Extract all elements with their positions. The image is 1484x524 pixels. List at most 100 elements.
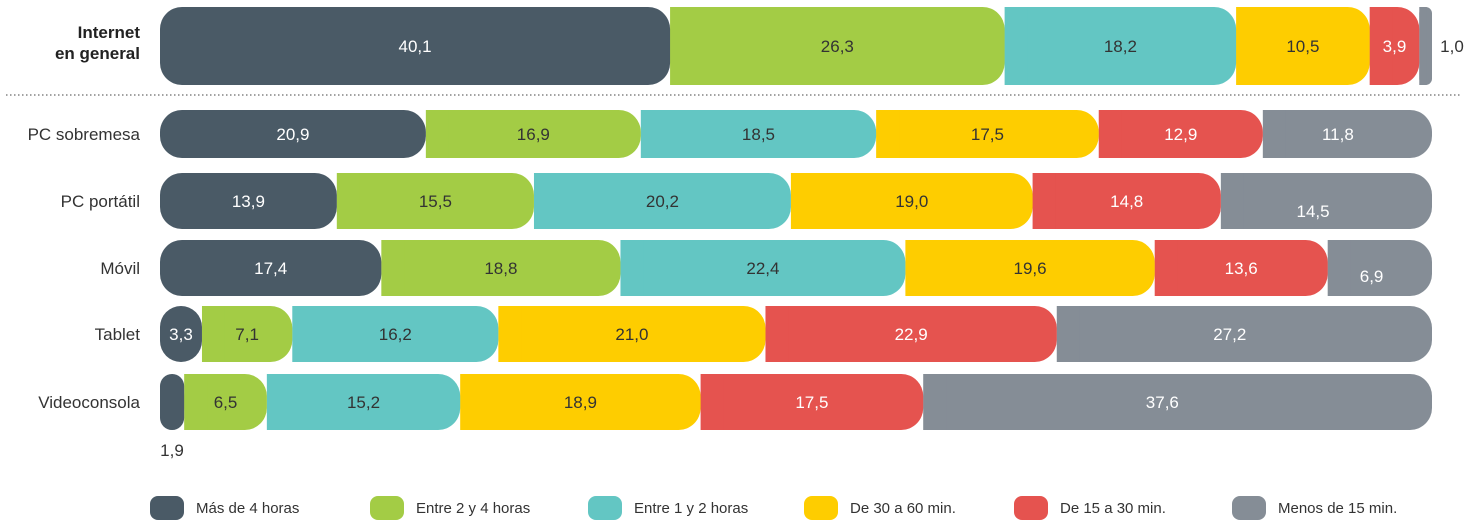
value-label-internet-en-general-de-30-a-60-min: 10,5 bbox=[1286, 37, 1319, 56]
value-label-movil-entre-2-y-4-horas: 18,8 bbox=[484, 259, 517, 278]
bar-internet-en-general-mas-de-4-horas bbox=[160, 7, 671, 85]
bar-pc-portatil-mas-de-4-horas bbox=[160, 173, 337, 229]
bar-fill-tablet-entre-1-y-2-horas bbox=[292, 306, 316, 362]
legend-swatch-entre-1-y-2-horas bbox=[588, 496, 622, 520]
value-label-tablet-entre-1-y-2-horas: 16,2 bbox=[379, 325, 412, 344]
bar-fill-pc-portatil-entre-1-y-2-horas bbox=[533, 173, 557, 229]
value-label-videoconsola-menos-de-15-min: 37,6 bbox=[1146, 393, 1179, 412]
legend-swatch-mas-de-4-horas bbox=[150, 496, 184, 520]
bar-videoconsola-menos-de-15-min bbox=[923, 374, 1432, 430]
bar-internet-en-general-de-30-a-60-min bbox=[1236, 7, 1370, 85]
bar-internet-en-general-entre-1-y-2-horas bbox=[1004, 7, 1237, 85]
bar-pc-portatil-menos-de-15-min bbox=[1220, 173, 1432, 229]
value-label-videoconsola-entre-2-y-4-horas: 6,5 bbox=[214, 393, 238, 412]
bar-pc-sobremesa-de-15-a-30-min bbox=[1098, 110, 1263, 158]
bar-movil-mas-de-4-horas bbox=[160, 240, 382, 296]
legend-label-mas-de-4-horas: Más de 4 horas bbox=[196, 500, 299, 517]
bar-fill-pc-sobremesa-entre-2-y-4-horas bbox=[425, 110, 449, 158]
value-label-videoconsola-de-30-a-60-min: 18,9 bbox=[564, 393, 597, 412]
bar-pc-sobremesa-entre-1-y-2-horas bbox=[640, 110, 877, 158]
bar-fill-tablet-de-30-a-60-min bbox=[498, 306, 522, 362]
bar-videoconsola-mas-de-4-horas bbox=[160, 374, 185, 430]
value-label-internet-en-general-entre-1-y-2-horas: 18,2 bbox=[1104, 37, 1137, 56]
category-label-internet-en-general: Internet en general bbox=[55, 23, 140, 63]
value-label-movil-menos-de-15-min: 6,9 bbox=[1360, 267, 1384, 286]
value-label-internet-en-general-de-15-a-30-min: 3,9 bbox=[1383, 37, 1407, 56]
bar-fill-movil-entre-1-y-2-horas bbox=[620, 240, 644, 296]
bar-pc-portatil-de-15-a-30-min bbox=[1032, 173, 1221, 229]
bar-fill-pc-sobremesa-de-15-a-30-min bbox=[1098, 110, 1122, 158]
bar-fill-tablet-menos-de-15-min bbox=[1056, 306, 1080, 362]
bar-fill-videoconsola-de-30-a-60-min bbox=[460, 374, 484, 430]
bar-pc-sobremesa-de-30-a-60-min bbox=[876, 110, 1099, 158]
legend-swatch-de-30-a-60-min bbox=[804, 496, 838, 520]
category-label-movil: Móvil bbox=[100, 259, 140, 278]
value-label-videoconsola-de-15-a-30-min: 17,5 bbox=[795, 393, 828, 412]
bar-movil-entre-2-y-4-horas bbox=[381, 240, 621, 296]
bar-fill-tablet-de-15-a-30-min bbox=[765, 306, 789, 362]
legend-swatch-menos-de-15-min bbox=[1232, 496, 1266, 520]
legend-swatch-de-15-a-30-min bbox=[1014, 496, 1048, 520]
legend-label-entre-2-y-4-horas: Entre 2 y 4 horas bbox=[416, 500, 530, 517]
value-label-pc-portatil-de-15-a-30-min: 14,8 bbox=[1110, 192, 1143, 211]
category-label-pc-portatil: PC portátil bbox=[61, 192, 140, 211]
bar-movil-de-30-a-60-min bbox=[905, 240, 1155, 296]
bar-fill-internet-en-general-de-30-a-60-min bbox=[1236, 7, 1260, 85]
value-label-internet-en-general-menos-de-15-min: 1,0 bbox=[1440, 37, 1464, 56]
bar-fill-pc-sobremesa-de-30-a-60-min bbox=[876, 110, 900, 158]
value-label-pc-sobremesa-entre-1-y-2-horas: 18,5 bbox=[742, 125, 775, 144]
value-label-pc-sobremesa-mas-de-4-horas: 20,9 bbox=[276, 125, 309, 144]
bar-fill-internet-en-general-entre-1-y-2-horas bbox=[1004, 7, 1028, 85]
bar-tablet-menos-de-15-min bbox=[1056, 306, 1432, 362]
bar-tablet-entre-1-y-2-horas bbox=[292, 306, 499, 362]
bar-fill-pc-sobremesa-menos-de-15-min bbox=[1262, 110, 1286, 158]
value-label-movil-entre-1-y-2-horas: 22,4 bbox=[746, 259, 779, 278]
legend-label-entre-1-y-2-horas: Entre 1 y 2 horas bbox=[634, 500, 748, 517]
bar-fill-videoconsola-menos-de-15-min bbox=[923, 374, 947, 430]
bar-fill-movil-de-30-a-60-min bbox=[905, 240, 929, 296]
bar-videoconsola-de-30-a-60-min bbox=[460, 374, 701, 430]
bar-fill-videoconsola-de-15-a-30-min bbox=[700, 374, 724, 430]
value-label-pc-sobremesa-de-30-a-60-min: 17,5 bbox=[971, 125, 1004, 144]
bar-fill-videoconsola-entre-1-y-2-horas bbox=[266, 374, 290, 430]
legend-label-de-30-a-60-min: De 30 a 60 min. bbox=[850, 500, 956, 517]
bar-fill-movil-menos-de-15-min bbox=[1327, 240, 1351, 296]
legend-label-de-15-a-30-min: De 15 a 30 min. bbox=[1060, 500, 1166, 517]
bar-fill-internet-en-general-de-15-a-30-min bbox=[1369, 7, 1393, 85]
bar-internet-en-general-entre-2-y-4-horas bbox=[670, 7, 1005, 85]
value-label-movil-de-15-a-30-min: 13,6 bbox=[1225, 259, 1258, 278]
bar-fill-pc-portatil-de-15-a-30-min bbox=[1032, 173, 1056, 229]
value-label-pc-sobremesa-de-15-a-30-min: 12,9 bbox=[1164, 125, 1197, 144]
bar-fill-pc-portatil-de-30-a-60-min bbox=[790, 173, 814, 229]
value-label-videoconsola-entre-1-y-2-horas: 15,2 bbox=[347, 393, 380, 412]
category-label-pc-sobremesa: PC sobremesa bbox=[28, 125, 141, 144]
value-label-pc-portatil-menos-de-15-min: 14,5 bbox=[1297, 202, 1330, 221]
bar-videoconsola-de-15-a-30-min bbox=[700, 374, 924, 430]
value-label-pc-sobremesa-menos-de-15-min: 11,8 bbox=[1322, 125, 1354, 144]
value-label-videoconsola-mas-de-4-horas: 1,9 bbox=[160, 441, 184, 460]
value-label-pc-portatil-mas-de-4-horas: 13,9 bbox=[232, 192, 265, 211]
legend-swatch-entre-2-y-4-horas bbox=[370, 496, 404, 520]
value-label-tablet-mas-de-4-horas: 3,3 bbox=[169, 325, 193, 344]
bar-movil-menos-de-15-min bbox=[1327, 240, 1432, 296]
value-label-pc-sobremesa-entre-2-y-4-horas: 16,9 bbox=[517, 125, 550, 144]
value-label-tablet-entre-2-y-4-horas: 7,1 bbox=[235, 325, 259, 344]
bar-pc-portatil-entre-1-y-2-horas bbox=[533, 173, 791, 229]
value-label-tablet-de-30-a-60-min: 21,0 bbox=[615, 325, 648, 344]
bar-fill-pc-portatil-menos-de-15-min bbox=[1220, 173, 1244, 229]
bar-pc-sobremesa-entre-2-y-4-horas bbox=[425, 110, 641, 158]
value-label-pc-portatil-entre-2-y-4-horas: 15,5 bbox=[419, 192, 452, 211]
bar-fill-movil-de-15-a-30-min bbox=[1154, 240, 1178, 296]
bar-pc-portatil-entre-2-y-4-horas bbox=[336, 173, 534, 229]
bar-pc-portatil-de-30-a-60-min bbox=[790, 173, 1033, 229]
bar-fill-movil-entre-2-y-4-horas bbox=[381, 240, 405, 296]
legend-label-menos-de-15-min: Menos de 15 min. bbox=[1278, 500, 1397, 517]
bar-fill-pc-sobremesa-entre-1-y-2-horas bbox=[640, 110, 664, 158]
value-label-movil-mas-de-4-horas: 17,4 bbox=[254, 259, 287, 278]
value-label-pc-portatil-entre-1-y-2-horas: 20,2 bbox=[646, 192, 679, 211]
bar-fill-internet-en-general-entre-2-y-4-horas bbox=[670, 7, 694, 85]
value-label-internet-en-general-mas-de-4-horas: 40,1 bbox=[398, 37, 431, 56]
category-label-tablet: Tablet bbox=[95, 325, 141, 344]
value-label-tablet-menos-de-15-min: 27,2 bbox=[1213, 325, 1246, 344]
